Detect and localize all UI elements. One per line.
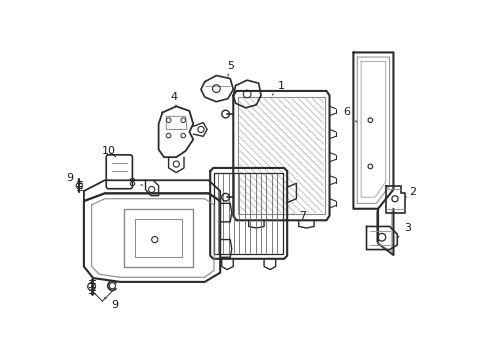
Text: 10: 10 xyxy=(102,146,116,157)
Text: 1: 1 xyxy=(272,81,285,95)
Text: 2: 2 xyxy=(405,187,415,197)
Text: 8: 8 xyxy=(128,178,142,188)
Text: 5: 5 xyxy=(226,61,233,76)
Text: 6: 6 xyxy=(343,108,356,122)
Text: 3: 3 xyxy=(397,223,410,237)
Text: 4: 4 xyxy=(170,92,177,106)
Text: 9: 9 xyxy=(104,297,118,310)
Text: 7: 7 xyxy=(293,211,305,221)
Text: 9: 9 xyxy=(66,173,79,186)
